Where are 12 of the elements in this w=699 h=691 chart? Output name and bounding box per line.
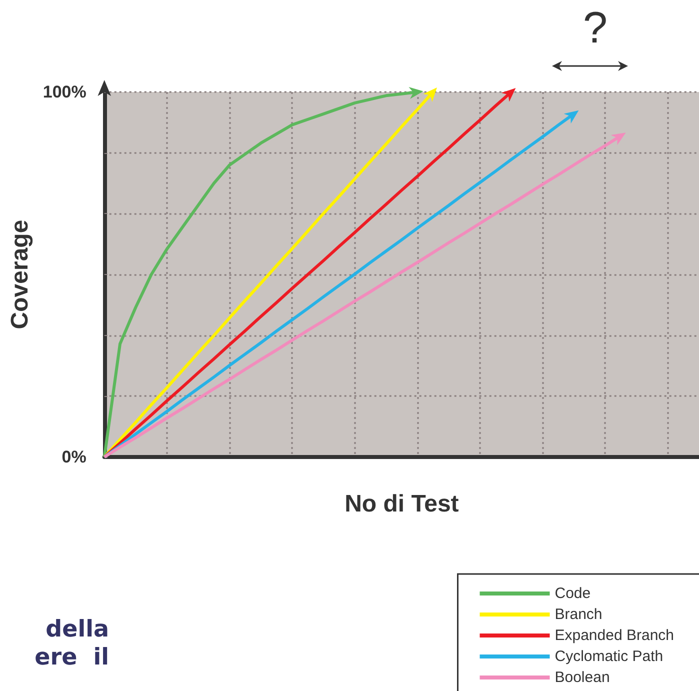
legend-label: Branch <box>554 606 602 623</box>
text: ere il <box>34 644 110 670</box>
text: ? <box>583 4 608 52</box>
text: della <box>46 616 110 642</box>
y-tick-label: 100% <box>42 82 86 102</box>
y-axis-title: Coverage <box>6 220 34 330</box>
legend-label: Cyclomatic Path <box>554 648 664 665</box>
y-tick-label: 0% <box>62 448 86 466</box>
x-axis-title: No di Test <box>344 490 459 518</box>
legend-label: Code <box>554 585 591 602</box>
legend-label: Boolean <box>554 669 610 686</box>
legend-label: Expanded Branch <box>554 627 674 644</box>
